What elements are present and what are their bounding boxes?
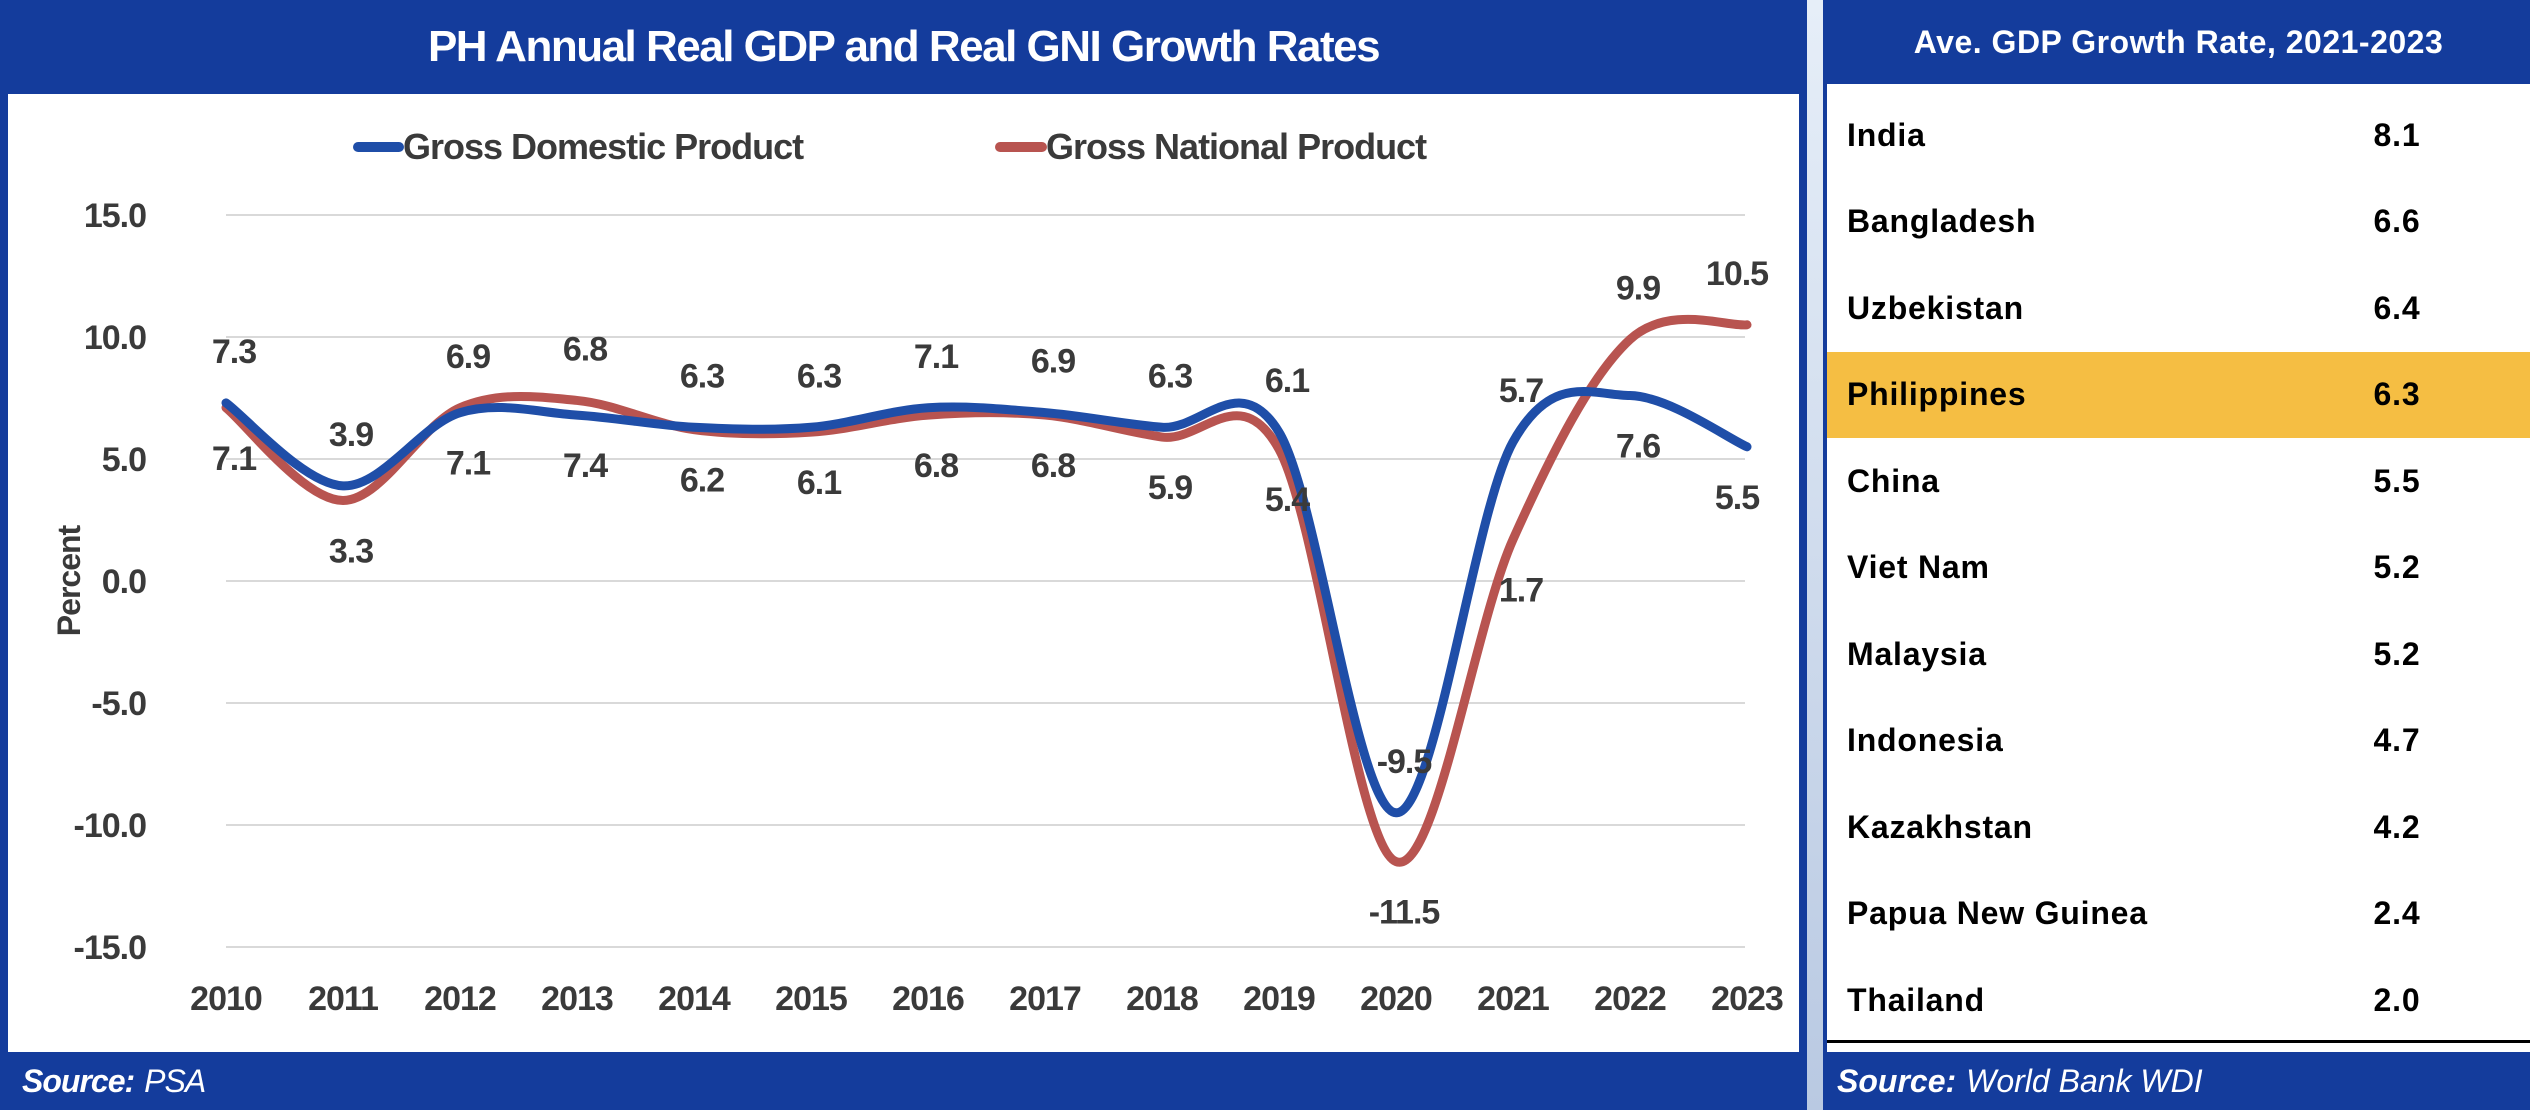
growth-value: 5.2 bbox=[2373, 635, 2421, 672]
table-row: Papua New Guinea 2.4 bbox=[1827, 871, 2530, 957]
panel-divider bbox=[1807, 0, 1823, 1110]
table-row: Uzbekistan 6.4 bbox=[1827, 265, 2530, 351]
chart-source: Source: PSA bbox=[0, 1052, 1807, 1110]
table-row: Viet Nam 5.2 bbox=[1827, 525, 2530, 611]
data-label: 6.3 bbox=[1148, 357, 1192, 395]
source-label: Source: bbox=[1837, 1062, 1957, 1099]
table-row: Malaysia 5.2 bbox=[1827, 611, 2530, 697]
y-tick-label: 0.0 bbox=[102, 563, 146, 601]
x-tick-label: 2013 bbox=[541, 980, 613, 1018]
x-tick-label: 2017 bbox=[1009, 980, 1081, 1018]
growth-value: 6.6 bbox=[2373, 203, 2421, 239]
data-label: 9.9 bbox=[1616, 269, 1660, 307]
growth-value: 5.5 bbox=[2373, 462, 2421, 499]
data-label: -11.5 bbox=[1369, 894, 1440, 932]
country-name: Indonesia bbox=[1847, 722, 2004, 758]
table-row: Kazakhstan 4.2 bbox=[1827, 784, 2530, 870]
x-tick-label: 2018 bbox=[1126, 980, 1198, 1018]
data-label: 5.9 bbox=[1148, 469, 1192, 507]
source-value: PSA bbox=[144, 1062, 206, 1099]
table-row: Indonesia 4.7 bbox=[1827, 698, 2530, 784]
y-tick-label: 5.0 bbox=[102, 441, 146, 479]
y-tick-label: -15.0 bbox=[74, 929, 147, 967]
data-label: 6.8 bbox=[1031, 447, 1075, 485]
growth-value: 8.1 bbox=[2373, 116, 2421, 153]
x-tick-label: 2019 bbox=[1243, 980, 1315, 1018]
country-name: Malaysia bbox=[1847, 635, 1987, 672]
source-label: Source: bbox=[22, 1062, 135, 1099]
data-label: 6.9 bbox=[446, 338, 490, 376]
growth-rate-table: Ave. GDP Growth Rate, 2021-2023 India 8.1… bbox=[1823, 0, 2530, 1052]
table-row: India 8.1 bbox=[1827, 92, 2530, 178]
x-tick-label: 2012 bbox=[424, 980, 496, 1018]
table-row: Philippines 6.3 bbox=[1827, 351, 2530, 438]
source-value: World Bank WDI bbox=[1966, 1062, 2203, 1099]
country-name: Thailand bbox=[1847, 981, 1985, 1018]
data-label: 1.7 bbox=[1499, 572, 1543, 610]
data-label: 10.5 bbox=[1706, 255, 1768, 293]
legend-label: Gross Domestic Product bbox=[403, 126, 804, 167]
table-divider bbox=[1827, 1040, 2530, 1043]
y-tick-label: 15.0 bbox=[84, 197, 146, 235]
country-name: Kazakhstan bbox=[1847, 808, 2033, 845]
y-tick-label: 10.0 bbox=[84, 319, 146, 357]
data-label: 6.2 bbox=[680, 462, 724, 500]
table-row: China 5.5 bbox=[1827, 438, 2530, 524]
table-row: Bangladesh 6.6 bbox=[1827, 179, 2530, 265]
x-tick-label: 2016 bbox=[892, 980, 964, 1018]
data-label: 6.8 bbox=[563, 330, 607, 368]
country-name: India bbox=[1847, 116, 1926, 153]
growth-value: 2.4 bbox=[2373, 895, 2421, 931]
data-label: 5.7 bbox=[1499, 372, 1543, 410]
data-label: 3.3 bbox=[329, 532, 373, 570]
line-chart: 15.0 10.0 5.0 0.0 -5.0 -10.0 -15.0 2010 2011 2012… bbox=[51, 126, 1784, 1018]
country-name: Bangladesh bbox=[1847, 203, 2037, 239]
data-label: 5.5 bbox=[1715, 479, 1759, 517]
growth-value: 4.7 bbox=[2373, 722, 2421, 758]
y-axis-label: Percent bbox=[51, 524, 87, 636]
series-line-gnp bbox=[221, 314, 1752, 867]
data-label: 6.9 bbox=[1031, 343, 1075, 381]
x-tick-label: 2021 bbox=[1477, 980, 1549, 1018]
table-row: Thailand 2.0 bbox=[1827, 957, 2530, 1043]
y-tick-label: -10.0 bbox=[74, 807, 147, 845]
data-label: 7.3 bbox=[212, 333, 256, 371]
x-tick-label: 2011 bbox=[308, 980, 378, 1018]
country-name: Philippines bbox=[1847, 376, 2027, 412]
table-title: Ave. GDP Growth Rate, 2021-2023 bbox=[1827, 0, 2530, 84]
data-label: -9.5 bbox=[1377, 743, 1432, 781]
data-label: 6.3 bbox=[797, 357, 841, 395]
x-tick-label: 2022 bbox=[1594, 980, 1666, 1018]
data-label: 6.3 bbox=[680, 357, 724, 395]
x-tick-label: 2010 bbox=[190, 980, 262, 1018]
data-label: 7.4 bbox=[563, 447, 608, 485]
growth-value: 4.2 bbox=[2373, 808, 2421, 845]
country-name: Viet Nam bbox=[1847, 549, 1990, 585]
data-label: 6.8 bbox=[914, 447, 958, 485]
x-tick-label: 2020 bbox=[1360, 980, 1432, 1018]
series-line-gdp bbox=[221, 387, 1752, 818]
data-label: 3.9 bbox=[329, 416, 373, 454]
x-tick-label: 2014 bbox=[658, 980, 731, 1018]
data-label: 6.1 bbox=[1265, 362, 1309, 400]
legend-label: Gross National Product bbox=[1046, 126, 1427, 167]
data-label: 7.1 bbox=[212, 440, 256, 478]
growth-value: 6.4 bbox=[2373, 289, 2421, 326]
data-label: 7.6 bbox=[1616, 428, 1660, 466]
growth-value: 6.3 bbox=[2373, 376, 2421, 412]
growth-value: 2.0 bbox=[2373, 981, 2421, 1018]
x-tick-label: 2015 bbox=[775, 980, 847, 1018]
country-name: Papua New Guinea bbox=[1847, 895, 2148, 931]
table-source: Source: World Bank WDI bbox=[1823, 1052, 2530, 1110]
data-label: 7.1 bbox=[914, 338, 958, 376]
chart-title: PH Annual Real GDP and Real GNI Growth R… bbox=[0, 0, 1807, 94]
data-label: 6.1 bbox=[797, 464, 841, 502]
y-tick-label: -5.0 bbox=[91, 685, 146, 723]
growth-value: 5.2 bbox=[2373, 549, 2421, 585]
country-name: Uzbekistan bbox=[1847, 289, 2024, 326]
x-tick-label: 2023 bbox=[1711, 980, 1783, 1018]
country-name: China bbox=[1847, 462, 1940, 499]
data-label: 5.4 bbox=[1265, 481, 1310, 519]
data-label: 7.1 bbox=[446, 445, 490, 483]
